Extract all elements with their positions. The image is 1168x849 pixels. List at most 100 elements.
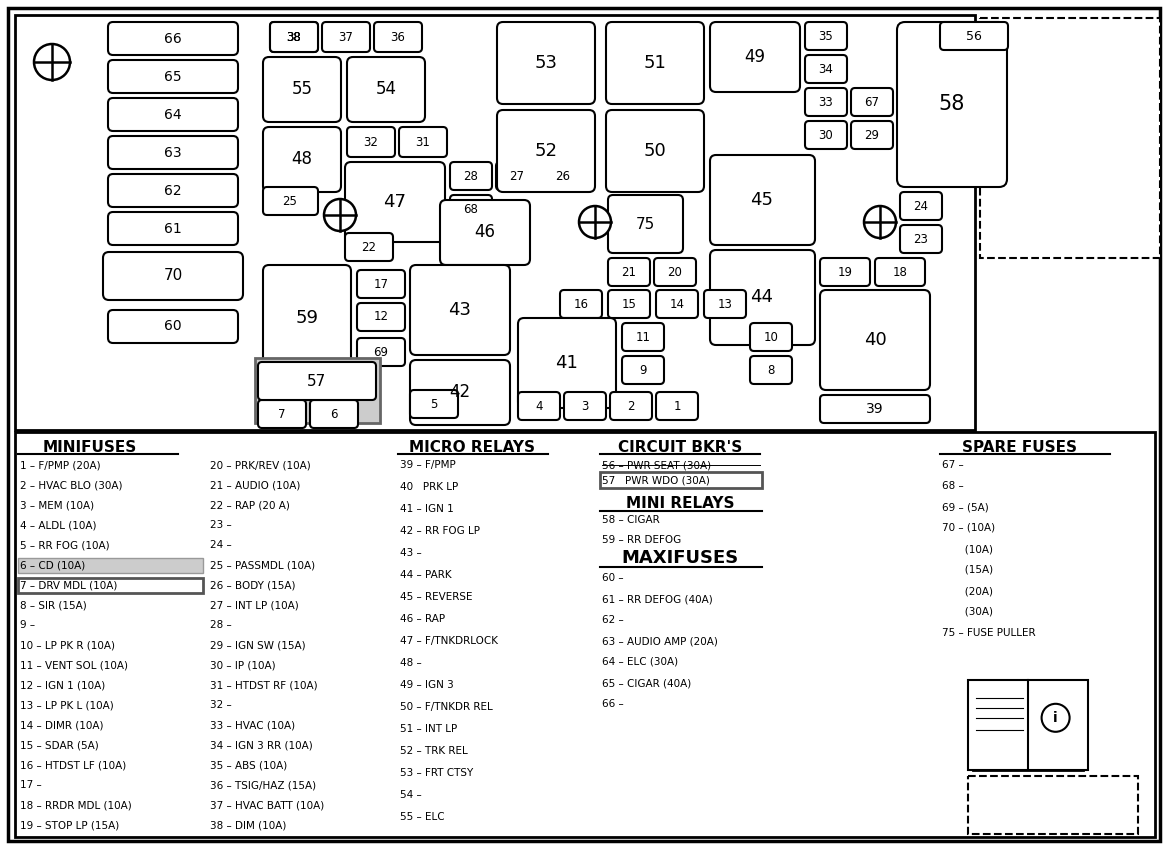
Text: 43 –: 43 – bbox=[399, 548, 422, 558]
Text: 16 – HTDST LF (10A): 16 – HTDST LF (10A) bbox=[20, 760, 126, 770]
Text: MINI RELAYS: MINI RELAYS bbox=[626, 496, 735, 510]
Text: 18: 18 bbox=[892, 266, 908, 278]
Text: 43: 43 bbox=[449, 301, 472, 319]
Text: 5: 5 bbox=[430, 397, 438, 411]
Text: 30 – IP (10A): 30 – IP (10A) bbox=[210, 660, 276, 670]
Text: 67: 67 bbox=[864, 95, 880, 109]
Text: 46: 46 bbox=[474, 223, 495, 241]
FancyBboxPatch shape bbox=[440, 200, 530, 265]
FancyBboxPatch shape bbox=[820, 290, 930, 390]
Text: 40: 40 bbox=[863, 331, 887, 349]
FancyBboxPatch shape bbox=[609, 290, 651, 318]
Text: 55: 55 bbox=[292, 80, 313, 98]
Text: 9: 9 bbox=[639, 363, 647, 376]
Text: 42: 42 bbox=[450, 383, 471, 401]
Text: 7 – DRV MDL (10A): 7 – DRV MDL (10A) bbox=[20, 580, 117, 590]
Text: 32: 32 bbox=[363, 136, 378, 149]
Text: 62: 62 bbox=[165, 183, 182, 198]
FancyBboxPatch shape bbox=[357, 303, 405, 331]
Text: 33: 33 bbox=[819, 95, 834, 109]
Text: 38: 38 bbox=[286, 31, 301, 43]
Circle shape bbox=[34, 44, 70, 80]
FancyBboxPatch shape bbox=[258, 362, 376, 400]
Text: 53: 53 bbox=[535, 54, 557, 72]
Text: (20A): (20A) bbox=[943, 586, 993, 596]
Circle shape bbox=[324, 199, 356, 231]
FancyBboxPatch shape bbox=[542, 162, 584, 190]
FancyBboxPatch shape bbox=[263, 187, 318, 215]
FancyBboxPatch shape bbox=[107, 310, 238, 343]
Text: 18 – RRDR MDL (10A): 18 – RRDR MDL (10A) bbox=[20, 800, 132, 810]
Text: 29: 29 bbox=[864, 128, 880, 142]
Text: 70: 70 bbox=[164, 268, 182, 284]
Text: 35 – ABS (10A): 35 – ABS (10A) bbox=[210, 760, 287, 770]
Text: 2 – HVAC BLO (30A): 2 – HVAC BLO (30A) bbox=[20, 480, 123, 490]
FancyBboxPatch shape bbox=[805, 55, 847, 83]
Text: 20: 20 bbox=[668, 266, 682, 278]
FancyBboxPatch shape bbox=[609, 258, 651, 286]
FancyBboxPatch shape bbox=[450, 162, 492, 190]
FancyBboxPatch shape bbox=[901, 225, 943, 253]
Text: 56 – PWR SEAT (30A): 56 – PWR SEAT (30A) bbox=[602, 460, 711, 470]
Text: 42 – RR FOG LP: 42 – RR FOG LP bbox=[399, 526, 480, 536]
Text: 38: 38 bbox=[286, 31, 301, 43]
Text: 51 – INT LP: 51 – INT LP bbox=[399, 724, 457, 734]
Bar bbox=[600, 472, 762, 488]
Text: 48: 48 bbox=[292, 150, 313, 168]
Text: 54 –: 54 – bbox=[399, 790, 422, 800]
Text: 17 –: 17 – bbox=[20, 780, 42, 790]
Text: 68 –: 68 – bbox=[943, 481, 964, 491]
Text: 52: 52 bbox=[535, 142, 557, 160]
Text: 38 – DIM (10A): 38 – DIM (10A) bbox=[210, 820, 286, 830]
Text: 58 – CIGAR: 58 – CIGAR bbox=[602, 515, 660, 525]
Text: 37 – HVAC BATT (10A): 37 – HVAC BATT (10A) bbox=[210, 800, 325, 810]
FancyBboxPatch shape bbox=[610, 392, 652, 420]
FancyBboxPatch shape bbox=[710, 155, 815, 245]
FancyBboxPatch shape bbox=[940, 22, 1008, 50]
FancyBboxPatch shape bbox=[750, 356, 792, 384]
Text: 27: 27 bbox=[509, 170, 524, 183]
Text: 34: 34 bbox=[819, 63, 834, 76]
FancyBboxPatch shape bbox=[258, 400, 306, 428]
Text: 3: 3 bbox=[582, 400, 589, 413]
Text: 14: 14 bbox=[669, 297, 684, 311]
Text: 50: 50 bbox=[644, 142, 667, 160]
Text: 11 – VENT SOL (10A): 11 – VENT SOL (10A) bbox=[20, 660, 128, 670]
Bar bbox=[18, 558, 203, 573]
Text: 21: 21 bbox=[621, 266, 637, 278]
Text: 37: 37 bbox=[339, 31, 354, 43]
FancyBboxPatch shape bbox=[609, 195, 683, 253]
FancyBboxPatch shape bbox=[606, 110, 704, 192]
FancyBboxPatch shape bbox=[623, 356, 663, 384]
Text: 31: 31 bbox=[416, 136, 431, 149]
Circle shape bbox=[1042, 704, 1070, 732]
Text: 5 – RR FOG (10A): 5 – RR FOG (10A) bbox=[20, 540, 110, 550]
Text: 10 – LP PK R (10A): 10 – LP PK R (10A) bbox=[20, 640, 114, 650]
Text: 57: 57 bbox=[307, 374, 327, 389]
FancyBboxPatch shape bbox=[410, 360, 510, 425]
FancyBboxPatch shape bbox=[270, 22, 318, 52]
FancyBboxPatch shape bbox=[498, 22, 595, 104]
Text: 25 – PASSMDL (10A): 25 – PASSMDL (10A) bbox=[210, 560, 315, 570]
Text: 33 – HVAC (10A): 33 – HVAC (10A) bbox=[210, 720, 296, 730]
Text: 68: 68 bbox=[464, 203, 479, 216]
Text: CIRCUIT BKR'S: CIRCUIT BKR'S bbox=[618, 440, 742, 454]
FancyBboxPatch shape bbox=[357, 270, 405, 298]
Text: 45 – REVERSE: 45 – REVERSE bbox=[399, 592, 473, 602]
FancyBboxPatch shape bbox=[820, 258, 870, 286]
Text: 4 – ALDL (10A): 4 – ALDL (10A) bbox=[20, 520, 97, 530]
Text: 30: 30 bbox=[819, 128, 834, 142]
FancyBboxPatch shape bbox=[564, 392, 606, 420]
Text: 24: 24 bbox=[913, 200, 929, 212]
FancyBboxPatch shape bbox=[410, 265, 510, 355]
Text: 75 – FUSE PULLER: 75 – FUSE PULLER bbox=[943, 628, 1036, 638]
Text: 9 –: 9 – bbox=[20, 620, 35, 630]
Text: 38: 38 bbox=[286, 31, 301, 43]
Text: 26: 26 bbox=[556, 170, 570, 183]
Bar bbox=[15, 15, 975, 430]
Text: 13 – LP PK L (10A): 13 – LP PK L (10A) bbox=[20, 700, 113, 710]
FancyBboxPatch shape bbox=[263, 127, 341, 192]
FancyBboxPatch shape bbox=[897, 22, 1007, 187]
Text: SPARE FUSES: SPARE FUSES bbox=[962, 440, 1078, 454]
FancyBboxPatch shape bbox=[374, 22, 422, 52]
